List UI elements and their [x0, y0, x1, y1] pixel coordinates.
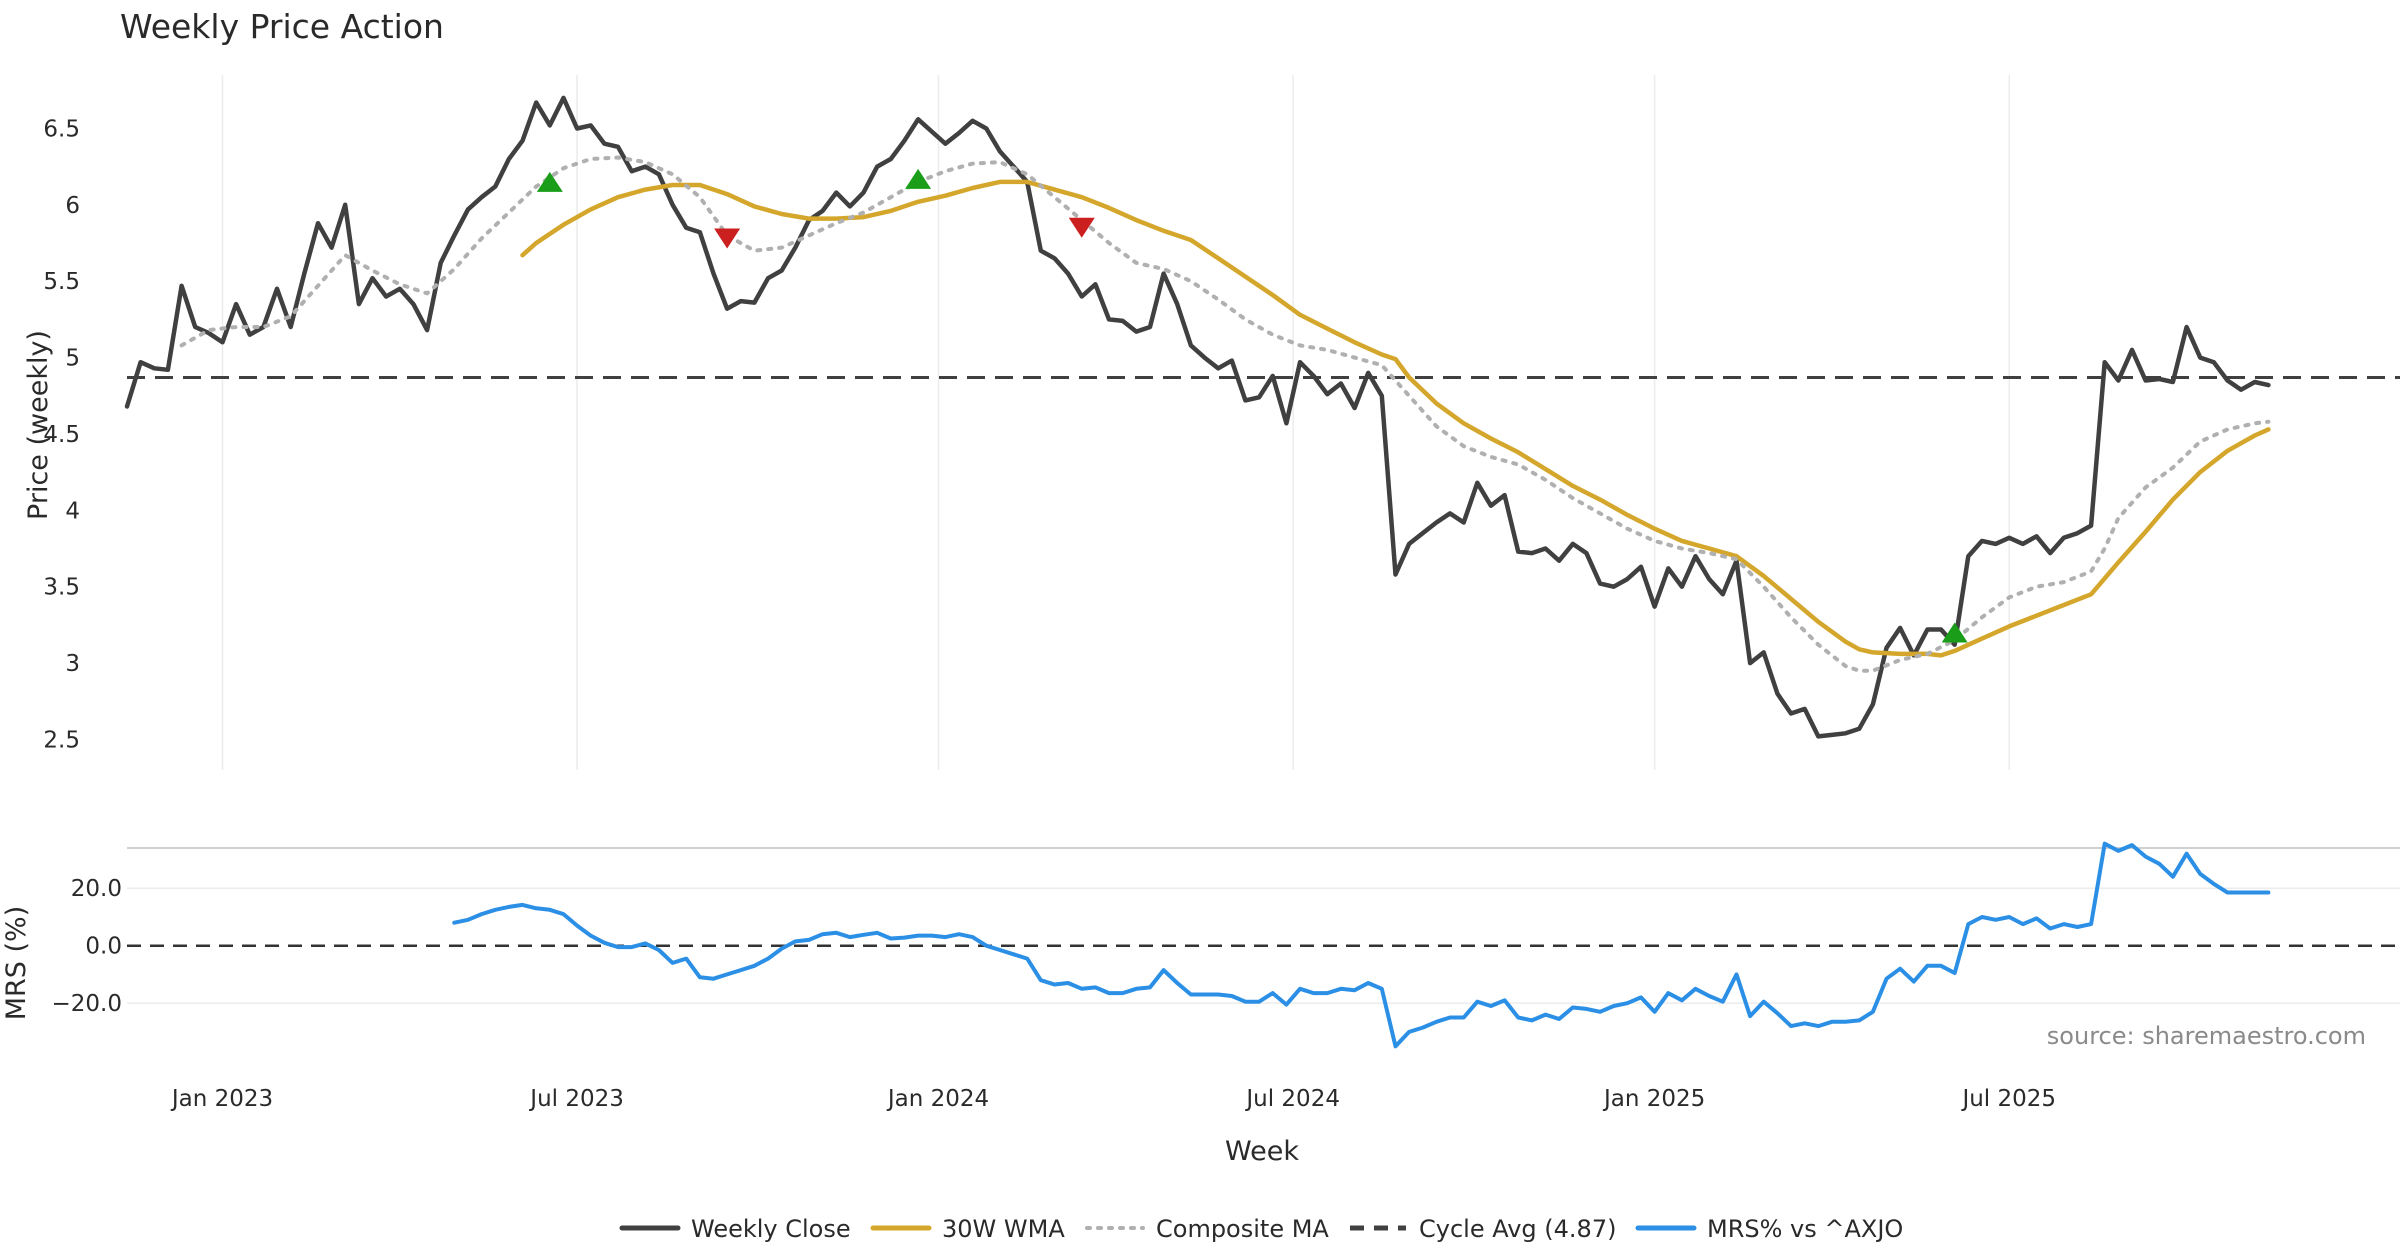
legend-item: Weekly Close — [619, 1215, 851, 1243]
price-y-tick-label: 4 — [65, 498, 80, 524]
reference-lines-layer — [127, 375, 2400, 947]
mrs-y-tick-label: −20.0 — [52, 991, 122, 1017]
sell-signal-marker — [1068, 217, 1095, 238]
price-y-tick-label: 2.5 — [43, 727, 80, 753]
buy-signal-marker — [1941, 622, 1968, 643]
axes-layer: 2.5 3 3.5 4 4.5 5 5.5 6 6.5 −20.0 0.0 20.0 Jan 2023 J… — [43, 116, 2056, 1112]
price-y-tick-label: 6 — [65, 193, 80, 219]
price-y-tick-label: 5.5 — [43, 269, 80, 295]
legend-label: 30W WMA — [942, 1215, 1065, 1243]
grid-layer — [127, 75, 2400, 1004]
x-tick-label: Jul 2025 — [1960, 1086, 2056, 1112]
30w-wma-series-line — [520, 179, 2271, 658]
x-tick-label: Jan 2023 — [170, 1086, 273, 1112]
x-axis-title: Week — [1225, 1136, 1299, 1167]
legend-item: MRS% vs ^AXJO — [1635, 1215, 1903, 1243]
legend-item: Cycle Avg (4.87) — [1350, 1215, 1616, 1243]
x-tick-label: Jan 2024 — [886, 1086, 989, 1112]
legend-label: MRS% vs ^AXJO — [1707, 1215, 1903, 1243]
buy-signal-marker — [536, 171, 563, 192]
legend: Weekly Close 30W WMA Composite MA Cycle Avg… — [619, 1215, 1903, 1243]
mrs-y-tick-label: 20.0 — [71, 876, 122, 902]
price-y-axis-title: Price (weekly) — [23, 330, 54, 520]
composite-ma-series-line — [179, 155, 2271, 673]
mrs-y-axis-title: MRS (%) — [1, 906, 32, 1021]
mrs-vs-axjo-series-line — [452, 841, 2271, 1049]
legend-label: Weekly Close — [691, 1215, 851, 1243]
price-y-tick-label: 3.5 — [43, 575, 80, 601]
source-note: source: sharemaestro.com — [2047, 1022, 2366, 1050]
sell-signal-marker — [714, 228, 741, 249]
weekly-close-series-line — [124, 95, 2271, 739]
x-tick-label: Jul 2023 — [528, 1086, 624, 1112]
x-tick-label: Jul 2024 — [1244, 1086, 1340, 1112]
signals-layer — [536, 168, 1968, 643]
price-y-tick-label: 3 — [65, 651, 80, 677]
price-y-tick-label: 5 — [65, 346, 80, 372]
legend-label: Cycle Avg (4.87) — [1419, 1215, 1616, 1243]
legend-label: Composite MA — [1156, 1215, 1329, 1243]
legend-item: Composite MA — [1085, 1215, 1329, 1243]
x-tick-label: Jan 2025 — [1602, 1086, 1705, 1112]
legend-item: 30W WMA — [870, 1215, 1065, 1243]
price-y-tick-label: 4.5 — [43, 422, 80, 448]
price-y-tick-label: 6.5 — [43, 116, 80, 142]
series-layer — [124, 95, 2271, 1049]
mrs-y-tick-label: 0.0 — [85, 934, 122, 960]
buy-signal-marker — [905, 168, 932, 189]
chart-title: Weekly Price Action — [120, 7, 444, 46]
